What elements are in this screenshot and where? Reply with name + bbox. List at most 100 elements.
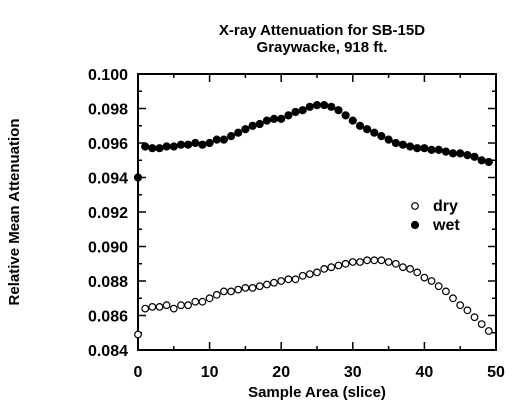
data-point-wet [191,138,200,148]
data-point-wet [133,173,143,182]
data-point-wet [398,140,407,149]
data-point-dry [456,301,465,310]
data-point-wet [305,102,314,111]
data-point-wet [284,111,293,120]
x-tick-label: 20 [272,364,290,381]
data-point-dry [305,270,314,279]
data-point-dry [391,259,400,268]
data-point-dry [298,271,307,280]
data-point-dry [313,268,321,277]
data-point-dry [420,273,429,282]
data-point-wet [141,142,150,151]
data-point-wet [413,144,422,153]
y-tick-label: 0.084 [88,343,128,360]
data-point-dry [162,301,171,310]
data-point-wet [434,145,443,154]
data-point-dry [363,256,372,265]
data-point-dry [141,304,150,313]
data-point-dry [449,294,457,303]
data-point-dry [348,258,357,266]
data-point-dry [484,327,493,335]
data-point-wet [470,152,479,161]
x-tick-labels: 0 10 20 30 40 50 [134,364,505,381]
y-tick-label: 0.086 [88,309,128,326]
data-point-dry [320,265,329,273]
data-point-wet [441,147,450,156]
y-axis-label: Relative Mean Attenuation [6,119,23,306]
data-point-dry [227,287,236,296]
data-point-wet [255,119,264,129]
data-point-dry [205,294,214,303]
data-point-wet [248,121,257,130]
data-point-dry [413,268,422,277]
data-point-dry [241,284,250,292]
y-tick-label: 0.092 [88,205,128,222]
data-point-dry [291,275,300,284]
data-point-dry [427,277,436,285]
y-tick-label: 0.090 [88,240,128,257]
legend-dry-marker [411,202,419,210]
data-point-dry [212,290,221,299]
data-point-wet [341,111,350,120]
data-point-wet [148,144,157,153]
y-tick-label: 0.096 [88,136,128,153]
data-point-wet [219,135,228,144]
data-point-wet [484,157,493,167]
data-point-dry [148,303,157,311]
x-axis-label: Sample Area (slice) [248,384,386,401]
data-point-wet [377,132,386,141]
data-point-dry [191,297,200,306]
legend-wet-marker [410,220,420,230]
data-point-wet [320,101,329,110]
data-point-dry [477,320,486,329]
y-tick-label: 0.088 [88,274,128,291]
x-tick-label: 50 [487,364,505,381]
data-point-wet [363,125,372,134]
data-point-wet [348,116,357,125]
data-point-wet [334,106,343,115]
data-point-wet [463,151,472,160]
data-point-wet [262,116,271,125]
data-point-wet [456,149,465,158]
data-point-wet [184,140,193,149]
data-point-dry [434,282,443,291]
data-point-wet [406,142,415,151]
data-point-wet [427,145,436,154]
data-point-dry [370,256,379,265]
data-point-wet [205,138,214,148]
data-point-dry [177,301,185,310]
chart-title: X-ray Attenuation for SB-15D [219,22,425,39]
data-point-wet [269,114,279,124]
y-tick-labels: 0.084 0.086 0.088 0.090 0.092 0.094 0.096 0.098… [88,67,128,360]
data-point-dry [377,256,386,265]
data-point-wet [327,102,336,111]
x-tick-label: 0 [134,364,143,381]
data-point-dry [184,301,193,310]
data-point-dry [442,287,450,296]
y-tick-label: 0.094 [88,171,128,188]
legend-wet-label: wet [432,217,460,234]
y-tick-label: 0.100 [88,67,128,84]
data-point-wet [477,156,486,165]
data-point-wet [169,142,178,151]
data-point-wet [298,106,307,115]
data-point-dry [284,275,293,284]
data-point-wet [448,149,458,158]
data-point-dry [277,277,286,285]
data-point-dry [270,278,278,287]
data-point-wet [212,135,221,144]
chart-subtitle: Graywacke, 918 ft. [257,39,388,56]
x-tick-label: 10 [201,364,219,381]
axis-ticks [137,73,497,351]
data-point-wet [391,138,400,148]
x-tick-label: 40 [416,364,434,381]
data-point-dry [255,282,264,291]
data-point-dry [263,280,271,289]
data-point-wet [176,140,186,149]
data-point-wet [162,142,171,151]
data-point-wet [198,140,207,149]
data-point-wet [420,144,429,153]
legend: dry wet [410,198,460,234]
legend-dry-label: dry [433,198,458,215]
